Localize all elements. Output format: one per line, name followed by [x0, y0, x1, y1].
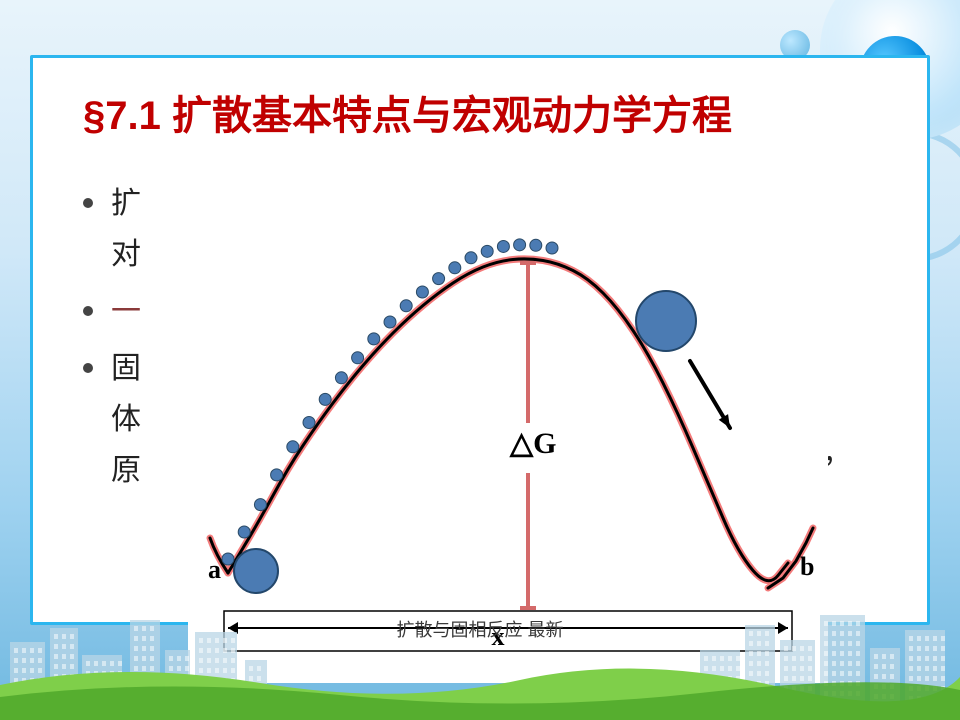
- bullet-1-line-1: 扩: [111, 178, 141, 229]
- slide-title: §7.1 扩散基本特点与宏观动力学方程: [83, 83, 887, 141]
- bullet-2-text: 一: [111, 286, 141, 337]
- bullet-1: 扩 对: [83, 178, 141, 280]
- bullet-3-line-1: 固: [111, 343, 141, 394]
- svg-text:b: b: [800, 552, 814, 581]
- content-panel: §7.1 扩散基本特点与宏观动力学方程 扩 对 一 固 体 原: [30, 55, 930, 625]
- svg-text:a: a: [208, 555, 221, 584]
- bullet-3-line-3: 原: [111, 445, 141, 496]
- bullet-dot-icon: [83, 306, 93, 316]
- svg-text:△G: △G: [509, 427, 556, 460]
- bullet-dot-icon: [83, 198, 93, 208]
- bullet-1-line-2: 对: [111, 229, 141, 280]
- bullet-3: 固 体 原: [83, 343, 141, 496]
- bullet-2: 一: [83, 286, 141, 337]
- bullet-list: 扩 对 一 固 体 原: [83, 178, 141, 502]
- bullet-3-text: 固 体 原: [111, 343, 141, 496]
- slide: §7.1 扩散基本特点与宏观动力学方程 扩 对 一 固 体 原: [0, 0, 960, 720]
- bullet-dot-icon: [83, 363, 93, 373]
- bullet-1-text: 扩 对: [111, 178, 141, 280]
- skyline-decoration: [0, 600, 960, 720]
- bullet-3-line-2: 体: [111, 394, 141, 445]
